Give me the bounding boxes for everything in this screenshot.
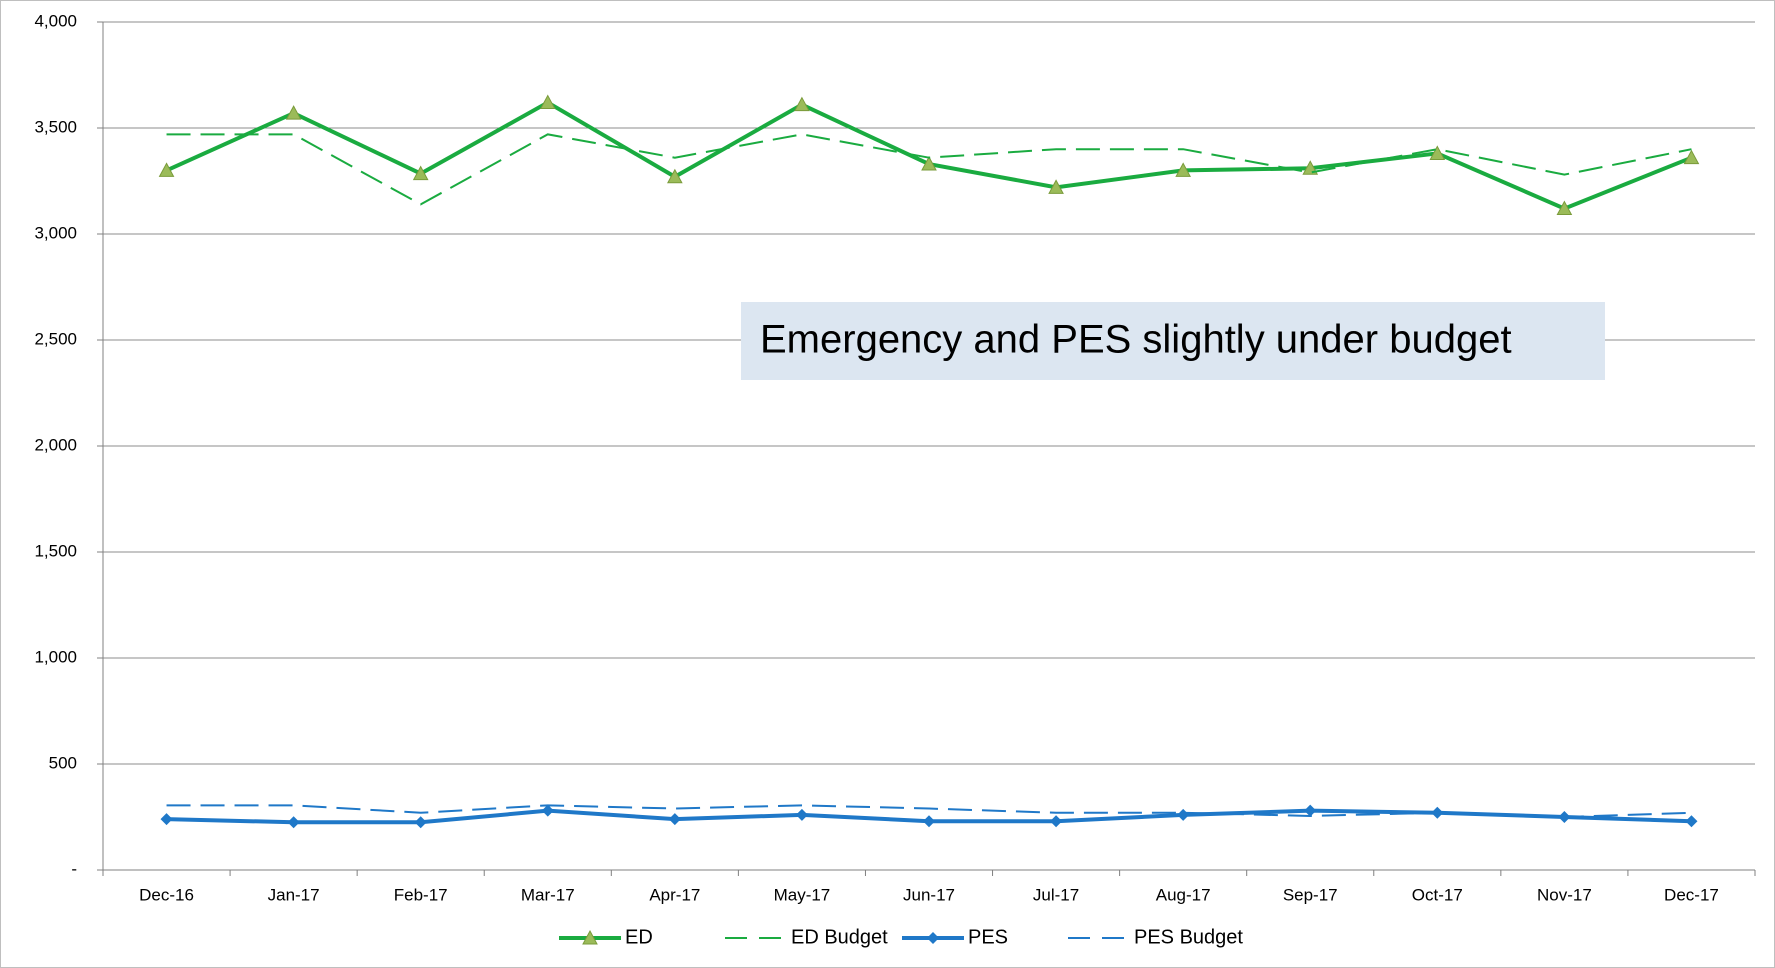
- marker: [414, 816, 427, 829]
- legend-label: PES: [968, 926, 1008, 948]
- marker: [1685, 815, 1698, 828]
- marker: [794, 96, 810, 112]
- x-tick-label: Jul-17: [1033, 885, 1079, 904]
- marker: [1175, 162, 1191, 177]
- annotation: Emergency and PES slightly under budget: [760, 318, 1512, 362]
- marker: [539, 94, 556, 110]
- marker: [285, 105, 302, 120]
- marker: [160, 813, 173, 826]
- y-tick-label: -: [71, 859, 77, 878]
- x-tick-label: Mar-17: [521, 885, 575, 904]
- x-tick-label: Feb-17: [394, 885, 448, 904]
- y-tick-label: 1,500: [34, 541, 77, 560]
- marker: [1429, 145, 1446, 160]
- marker: [287, 816, 300, 829]
- legend-label: ED Budget: [791, 926, 888, 948]
- marker: [921, 155, 937, 171]
- marker: [1304, 804, 1317, 817]
- x-tick-label: Aug-17: [1156, 885, 1211, 904]
- marker: [541, 804, 554, 817]
- series-line: [166, 133, 1692, 206]
- x-tick-label: Oct-17: [1412, 885, 1463, 904]
- y-tick-label: 1,000: [34, 647, 77, 666]
- marker: [668, 813, 681, 826]
- marker: [158, 162, 175, 177]
- x-tick-label: Dec-17: [1664, 885, 1719, 904]
- marker: [1556, 200, 1573, 216]
- y-tick-label: 500: [49, 753, 77, 772]
- marker: [582, 929, 598, 945]
- x-tick-label: Nov-17: [1537, 885, 1592, 904]
- x-tick-label: Jun-17: [903, 885, 955, 904]
- marker: [923, 815, 935, 828]
- series-line: [166, 804, 1692, 819]
- legend-label: ED: [625, 926, 653, 948]
- y-tick-label: 2,500: [34, 329, 77, 348]
- y-tick-label: 4,000: [34, 11, 77, 30]
- x-tick-label: Jan-17: [268, 885, 320, 904]
- marker: [927, 932, 939, 944]
- marker: [1050, 815, 1063, 828]
- marker: [412, 165, 429, 181]
- marker: [795, 808, 808, 821]
- y-tick-label: 2,000: [34, 435, 77, 454]
- x-tick-label: Dec-16: [139, 885, 194, 904]
- legend-label: PES Budget: [1134, 926, 1243, 948]
- marker: [1048, 179, 1064, 194]
- x-tick-label: Sep-17: [1283, 885, 1338, 904]
- y-tick-label: 3,500: [34, 117, 77, 136]
- y-tick-label: 3,000: [34, 223, 77, 242]
- annotation-box: [741, 302, 1605, 380]
- x-tick-label: Apr-17: [649, 885, 700, 904]
- x-tick-label: May-17: [774, 885, 831, 904]
- marker: [1683, 149, 1700, 165]
- marker: [667, 168, 683, 184]
